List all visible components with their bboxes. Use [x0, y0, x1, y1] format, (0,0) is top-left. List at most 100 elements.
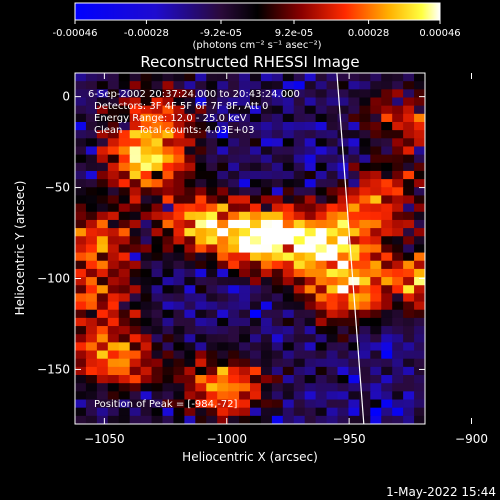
heatmap-cell — [162, 358, 175, 368]
heatmap-cell — [184, 326, 196, 335]
heatmap-cell — [96, 130, 109, 139]
heatmap-cell — [239, 342, 251, 352]
heatmap-cell — [151, 219, 164, 229]
heatmap-cell — [151, 162, 164, 172]
heatmap-cell — [228, 407, 240, 417]
heatmap-cell — [217, 309, 229, 319]
heatmap-cell — [381, 146, 393, 156]
heatmap-cell — [381, 301, 393, 311]
heatmap-cell — [195, 391, 207, 401]
heatmap-cell — [206, 326, 218, 335]
heatmap-cell — [217, 342, 229, 352]
heatmap-cell — [184, 236, 196, 246]
heatmap-cell — [370, 244, 382, 254]
heatmap-cell — [195, 268, 207, 278]
heatmap-cell — [403, 162, 415, 172]
heatmap-cell — [260, 219, 273, 229]
heatmap-cell — [173, 268, 185, 278]
heatmap-cell — [260, 211, 273, 221]
heatmap-cell — [217, 195, 229, 205]
heatmap-cell — [96, 97, 109, 107]
heatmap-cell — [118, 244, 131, 254]
heatmap-cell — [337, 366, 350, 376]
heatmap-cell — [315, 342, 328, 352]
heatmap-cell — [403, 154, 415, 164]
heatmap-cell — [151, 154, 164, 164]
heatmap-cell — [162, 228, 175, 237]
heatmap-cell — [206, 252, 218, 262]
heatmap-cell — [184, 228, 196, 237]
heatmap-cell — [359, 317, 371, 327]
heatmap-cell — [293, 391, 306, 401]
annotation-detectors: Detectors: 3F 4F 5F 6F 7F 8F, Att 0 — [94, 101, 268, 112]
heatmap-cell — [304, 130, 317, 139]
heatmap-cell — [140, 81, 153, 90]
heatmap-cell — [304, 309, 317, 319]
heatmap-cell — [326, 89, 339, 99]
heatmap-cell — [75, 97, 87, 107]
heatmap-cell — [173, 407, 185, 417]
heatmap-cell — [195, 138, 207, 148]
heatmap-cell — [206, 399, 218, 409]
heatmap-cell — [392, 73, 404, 82]
heatmap-cell — [304, 105, 317, 115]
heatmap-cell — [250, 366, 262, 376]
heatmap-cell — [250, 358, 262, 368]
heatmap-cell — [359, 399, 371, 409]
heatmap-cell — [184, 285, 196, 294]
heatmap-cell — [107, 187, 120, 197]
heatmap-cell — [173, 211, 185, 221]
heatmap-cell — [85, 138, 98, 148]
y-tick-label: 0 — [62, 90, 70, 104]
heatmap-cell — [217, 301, 229, 311]
heatmap-cell — [151, 277, 164, 286]
heatmap-cell — [304, 81, 317, 90]
heatmap-cell — [118, 195, 131, 205]
heatmap-cell — [414, 252, 425, 262]
heatmap-cell — [326, 228, 339, 237]
heatmap-cell — [392, 244, 404, 254]
heatmap-cell — [282, 113, 295, 123]
heatmap-cell — [173, 219, 185, 229]
heatmap-cell — [239, 81, 251, 90]
heatmap-cell — [282, 170, 295, 180]
heatmap-cell — [271, 375, 284, 384]
plot-area: −1050 −1000 −950 −900 0 −50 −100 −150 6-Sep-200… — [37, 72, 488, 446]
heatmap-cell — [271, 105, 284, 115]
heatmap-cell — [195, 383, 207, 392]
heatmap-cell — [129, 203, 142, 213]
heatmap-cell — [118, 375, 131, 384]
heatmap-cell — [392, 334, 404, 343]
heatmap-cell — [392, 203, 404, 213]
heatmap-cell — [173, 293, 185, 303]
heatmap-cell — [260, 81, 273, 90]
heatmap-cell — [414, 113, 425, 123]
heatmap-cell — [75, 203, 87, 213]
heatmap-cell — [304, 375, 317, 384]
heatmap-cell — [304, 415, 317, 424]
heatmap-cell — [381, 97, 393, 107]
heatmap-cell — [293, 236, 306, 246]
heatmap-cell — [370, 391, 382, 401]
heatmap-cell — [206, 187, 218, 197]
heatmap-cell — [228, 146, 240, 156]
heatmap-cell — [228, 391, 240, 401]
heatmap-cell — [326, 342, 339, 352]
heatmap-cell — [184, 130, 196, 139]
heatmap-cell — [206, 342, 218, 352]
heatmap-cell — [260, 73, 273, 82]
heatmap-cell — [414, 317, 425, 327]
heatmap-cell — [96, 317, 109, 327]
heatmap-cell — [173, 146, 185, 156]
heatmap-cell — [392, 285, 404, 294]
heatmap-cell — [315, 399, 328, 409]
heatmap-cell — [75, 187, 87, 197]
heatmap-cell — [118, 301, 131, 311]
heatmap-cell — [260, 187, 273, 197]
heatmap-cell — [217, 391, 229, 401]
heatmap-cell — [162, 342, 175, 352]
heatmap-cell — [184, 170, 196, 180]
plot-frame — [74, 72, 426, 425]
heatmap-cell — [250, 285, 262, 294]
heatmap-cell — [75, 113, 87, 123]
